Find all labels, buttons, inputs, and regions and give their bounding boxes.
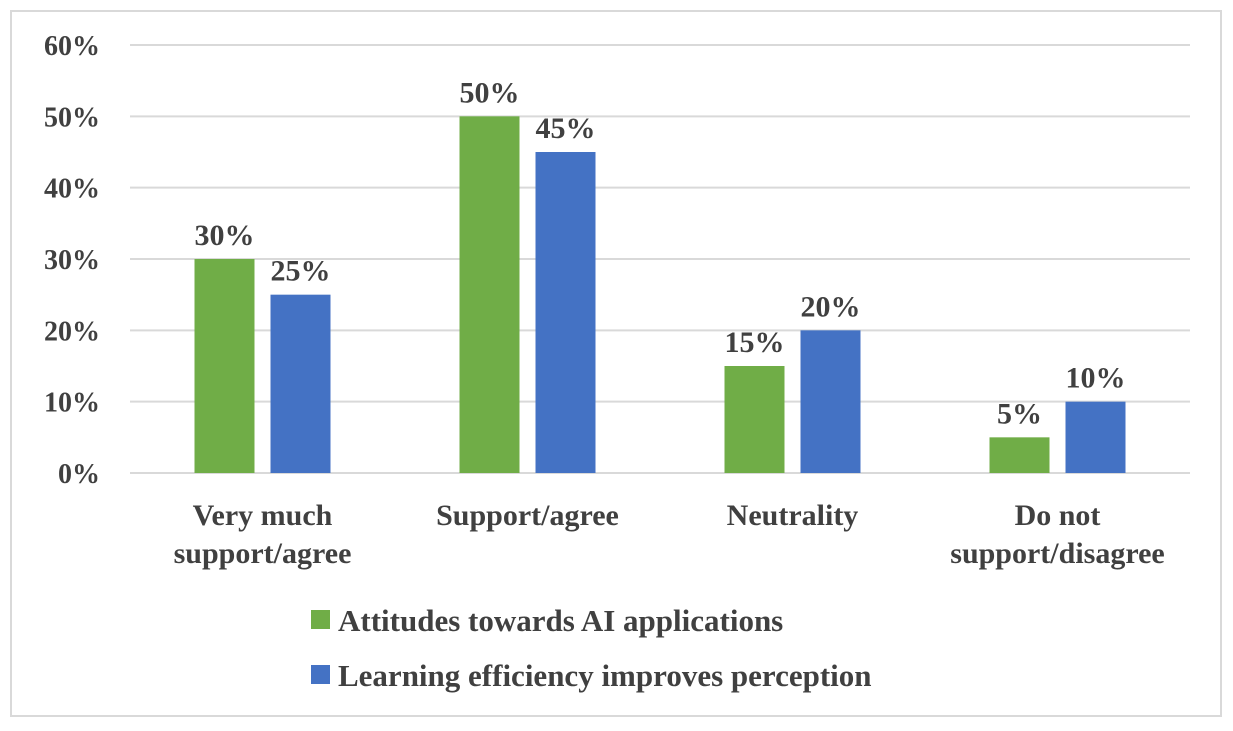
x-tick-label: Support/agree [436, 499, 619, 532]
x-tick-label: support/disagree [950, 537, 1164, 570]
bar [800, 330, 861, 473]
bar [535, 152, 596, 473]
x-tick-label: Do not [1015, 499, 1101, 532]
y-tick-label: 20% [44, 316, 100, 347]
data-label: 5% [997, 397, 1042, 430]
data-label: 10% [1066, 362, 1126, 395]
y-axis: 0% 10% 20% 30% 40% 50% 60% [44, 31, 100, 490]
data-label: 15% [725, 326, 785, 359]
data-label: 25% [271, 255, 331, 288]
x-tick-label: Very much [193, 499, 333, 532]
legend: Attitudes towards AI applications Learnin… [311, 603, 872, 693]
y-tick-label: 50% [44, 102, 100, 133]
y-tick-label: 0% [58, 459, 100, 490]
legend-swatch [311, 665, 330, 684]
bar [989, 437, 1050, 473]
data-label: 30% [195, 219, 255, 252]
data-label: 20% [801, 290, 861, 323]
x-tick-label: Neutrality [727, 499, 859, 532]
bar [459, 116, 520, 473]
data-label: 50% [460, 76, 520, 109]
y-tick-label: 40% [44, 174, 100, 205]
legend-label: Attitudes towards AI applications [338, 603, 783, 638]
data-label: 45% [536, 112, 596, 145]
y-tick-label: 30% [44, 245, 100, 276]
bar [194, 259, 255, 473]
data-labels: 30% 25% 50% 45% 15% 20% 5% 10% [195, 76, 1126, 430]
bar [1065, 401, 1126, 473]
y-tick-label: 60% [44, 31, 100, 62]
x-tick-label: support/agree [174, 537, 352, 570]
bar [724, 366, 785, 473]
y-tick-label: 10% [44, 388, 100, 419]
legend-swatch [311, 610, 330, 629]
bar [270, 294, 331, 473]
legend-label: Learning efficiency improves perception [338, 658, 872, 693]
x-axis: Very much support/agree Support/agree Neutr… [174, 499, 1165, 570]
bars [194, 116, 1126, 473]
